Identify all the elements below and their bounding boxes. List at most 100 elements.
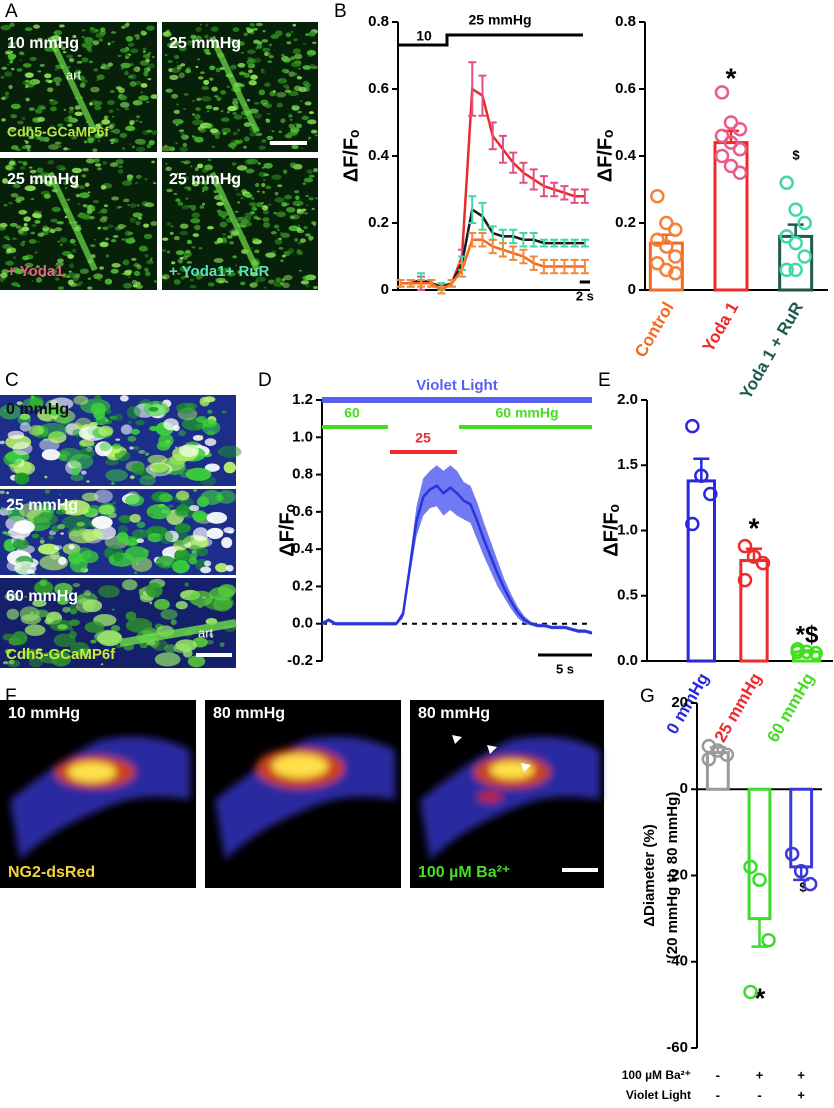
- vessel: [47, 35, 98, 134]
- texture-dot: [21, 116, 26, 120]
- texture-dot: [10, 145, 19, 150]
- texture-dot: [29, 56, 37, 62]
- texture-dot: [215, 277, 227, 284]
- texture-dot: [22, 270, 27, 274]
- texture-dot: [235, 188, 238, 191]
- error-bar: [488, 121, 497, 151]
- texture-dot: [175, 601, 188, 610]
- texture-dot: [165, 166, 172, 171]
- data-point: [668, 222, 683, 237]
- texture-dot: [288, 225, 299, 232]
- texture-dot: [231, 162, 237, 166]
- texture-dot: [108, 124, 114, 130]
- texture-dot: [55, 82, 61, 86]
- texture-dot: [230, 64, 237, 70]
- texture-dot: [127, 75, 134, 79]
- texture-dot: [44, 73, 52, 79]
- texture-dot: [173, 539, 189, 551]
- texture-dot: [39, 580, 48, 587]
- texture-dot: [192, 233, 200, 238]
- data-point: [659, 239, 674, 254]
- y-tick-label: 0.4: [368, 147, 390, 164]
- texture-dot: [51, 206, 61, 212]
- texture-dot: [28, 239, 37, 244]
- texture-dot: [273, 224, 280, 229]
- error-band: [322, 465, 592, 635]
- texture-dot: [281, 53, 285, 57]
- texture-dot: [181, 204, 190, 210]
- texture-dot: [268, 279, 275, 284]
- texture-dot: [175, 250, 185, 256]
- error-bar: [406, 278, 415, 288]
- texture-dot: [119, 94, 128, 101]
- texture-dot: [187, 205, 192, 208]
- texture-dot: [125, 494, 145, 507]
- texture-dot: [251, 237, 259, 242]
- texture-dot: [184, 40, 196, 46]
- error-bar: [519, 232, 528, 248]
- texture-dot: [110, 268, 119, 274]
- texture-dot: [260, 99, 269, 105]
- texture-dot: [118, 525, 128, 534]
- texture-dot: [83, 140, 88, 144]
- annotation: $: [799, 879, 807, 894]
- texture-dot: [66, 198, 71, 201]
- texture-dot: [96, 74, 105, 80]
- texture-dot: [41, 178, 48, 183]
- error-bar: [560, 258, 569, 275]
- texture-dot: [94, 395, 102, 402]
- y-tick-label: 20: [671, 694, 688, 711]
- texture-dot: [217, 450, 222, 453]
- data-point: [685, 418, 700, 434]
- texture-dot: [118, 165, 123, 169]
- texture-dot: [173, 279, 181, 285]
- texture-dot: [245, 193, 253, 198]
- texture-dot: [34, 213, 40, 217]
- texture-dot: [149, 425, 158, 432]
- texture-dot: [294, 190, 300, 194]
- texture-dot: [254, 113, 262, 119]
- texture-dot: [40, 106, 46, 110]
- texture-dot: [204, 560, 212, 567]
- texture-dot: [19, 52, 25, 56]
- texture-dot: [250, 211, 255, 215]
- data-point: [737, 572, 753, 588]
- texture-dot: [73, 243, 76, 246]
- data-point: [797, 249, 812, 264]
- condition-value: -: [716, 1067, 720, 1082]
- texture-dot: [20, 613, 42, 625]
- error-bar: [468, 232, 477, 248]
- texture-dot: [66, 54, 73, 58]
- texture-dot: [122, 147, 126, 150]
- texture-dot: [109, 415, 118, 420]
- image-label: 60 mmHg: [6, 588, 78, 605]
- texture-dot: [112, 128, 121, 134]
- texture-dot: [18, 230, 28, 236]
- texture-dot: [268, 203, 272, 206]
- texture-dot: [94, 133, 103, 139]
- texture-dot: [0, 490, 6, 494]
- texture-dot: [243, 32, 248, 37]
- texture-dot: [96, 78, 99, 82]
- texture-dot: [310, 220, 316, 225]
- texture-dot: [208, 633, 214, 637]
- texture-dot: [188, 40, 193, 43]
- texture-dot: [143, 67, 150, 73]
- texture-dot: [81, 57, 89, 63]
- texture-dot: [55, 551, 60, 555]
- texture-dot: [142, 130, 150, 135]
- texture-dot: [8, 84, 13, 90]
- texture-dot: [278, 130, 283, 134]
- bar: [686, 479, 717, 663]
- texture-dot: [90, 86, 100, 93]
- texture-dot: [140, 30, 146, 35]
- texture-dot: [69, 557, 88, 573]
- texture-dot: [6, 130, 10, 133]
- texture-dot: [221, 127, 231, 134]
- texture-dot: [89, 26, 95, 31]
- texture-dot: [261, 39, 269, 43]
- texture-dot: [91, 208, 96, 212]
- texture-dot: [133, 445, 140, 451]
- texture-dot: [308, 235, 314, 241]
- texture-dot: [200, 71, 205, 74]
